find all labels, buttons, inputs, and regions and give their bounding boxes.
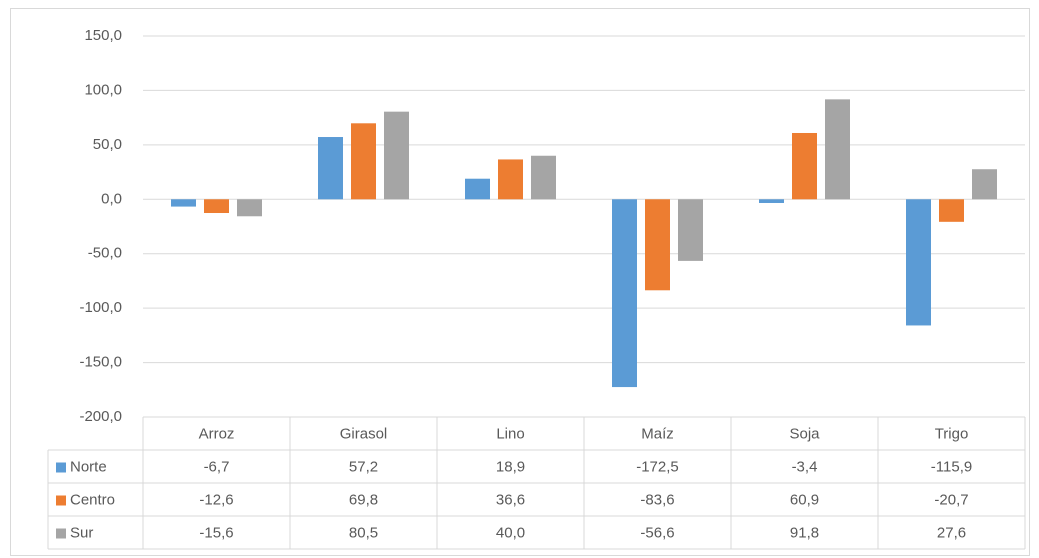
bar — [645, 199, 670, 291]
y-tick-label: -200,0 — [79, 408, 122, 425]
data-table-cell: 27,6 — [937, 524, 966, 541]
x-tick-label: Arroz — [199, 425, 235, 442]
data-table-cell: -3,4 — [792, 458, 818, 475]
data-table-cell: 57,2 — [349, 458, 378, 475]
bar — [351, 123, 376, 200]
data-table-cell: 18,9 — [496, 458, 525, 475]
bar — [825, 99, 850, 200]
bar — [972, 169, 997, 200]
y-tick-label: -100,0 — [79, 299, 122, 316]
bar — [678, 199, 703, 261]
bar — [612, 199, 637, 388]
y-tick-label: 50,0 — [93, 136, 122, 153]
legend-label: Centro — [70, 491, 115, 508]
x-tick-label: Girasol — [340, 425, 388, 442]
data-table-cell: 80,5 — [349, 524, 378, 541]
bar — [531, 155, 556, 200]
x-tick-label: Lino — [496, 425, 524, 442]
legend-label: Sur — [70, 524, 93, 541]
legend-label: Norte — [70, 458, 107, 475]
bar — [204, 199, 229, 214]
x-tick-label: Maíz — [641, 425, 674, 442]
bar — [498, 159, 523, 200]
data-table-cell: -83,6 — [640, 491, 674, 508]
data-table-cell: 36,6 — [496, 491, 525, 508]
y-tick-label: 150,0 — [84, 27, 122, 44]
data-table-cell: -56,6 — [640, 524, 674, 541]
bar — [384, 111, 409, 200]
legend-key — [56, 528, 66, 539]
legend-key — [56, 495, 66, 506]
x-tick-label: Soja — [789, 425, 820, 442]
data-table-cell: -172,5 — [636, 458, 679, 475]
x-tick-label: Trigo — [935, 425, 969, 442]
y-tick-label: 100,0 — [84, 81, 122, 98]
bar — [465, 178, 490, 200]
data-table-cell: -20,7 — [934, 491, 968, 508]
data-table-cell: -15,6 — [199, 524, 233, 541]
chart-border — [10, 8, 1030, 556]
data-table-cell: 69,8 — [349, 491, 378, 508]
bar — [759, 199, 784, 203]
y-tick-label: 0,0 — [101, 190, 122, 207]
data-table-cell: 60,9 — [790, 491, 819, 508]
bar — [237, 199, 262, 217]
data-table-cell: -6,7 — [204, 458, 230, 475]
bar — [906, 199, 931, 326]
data-table-cell: -12,6 — [199, 491, 233, 508]
data-table-cell: -115,9 — [931, 458, 972, 475]
legend-key — [56, 462, 66, 473]
bar — [318, 137, 343, 200]
y-tick-label: -50,0 — [88, 245, 122, 262]
bar — [792, 132, 817, 200]
data-table-cell: 91,8 — [790, 524, 819, 541]
bar — [171, 199, 196, 207]
y-tick-label: -150,0 — [79, 354, 122, 371]
bar — [939, 199, 964, 222]
data-table-cell: 40,0 — [496, 524, 525, 541]
